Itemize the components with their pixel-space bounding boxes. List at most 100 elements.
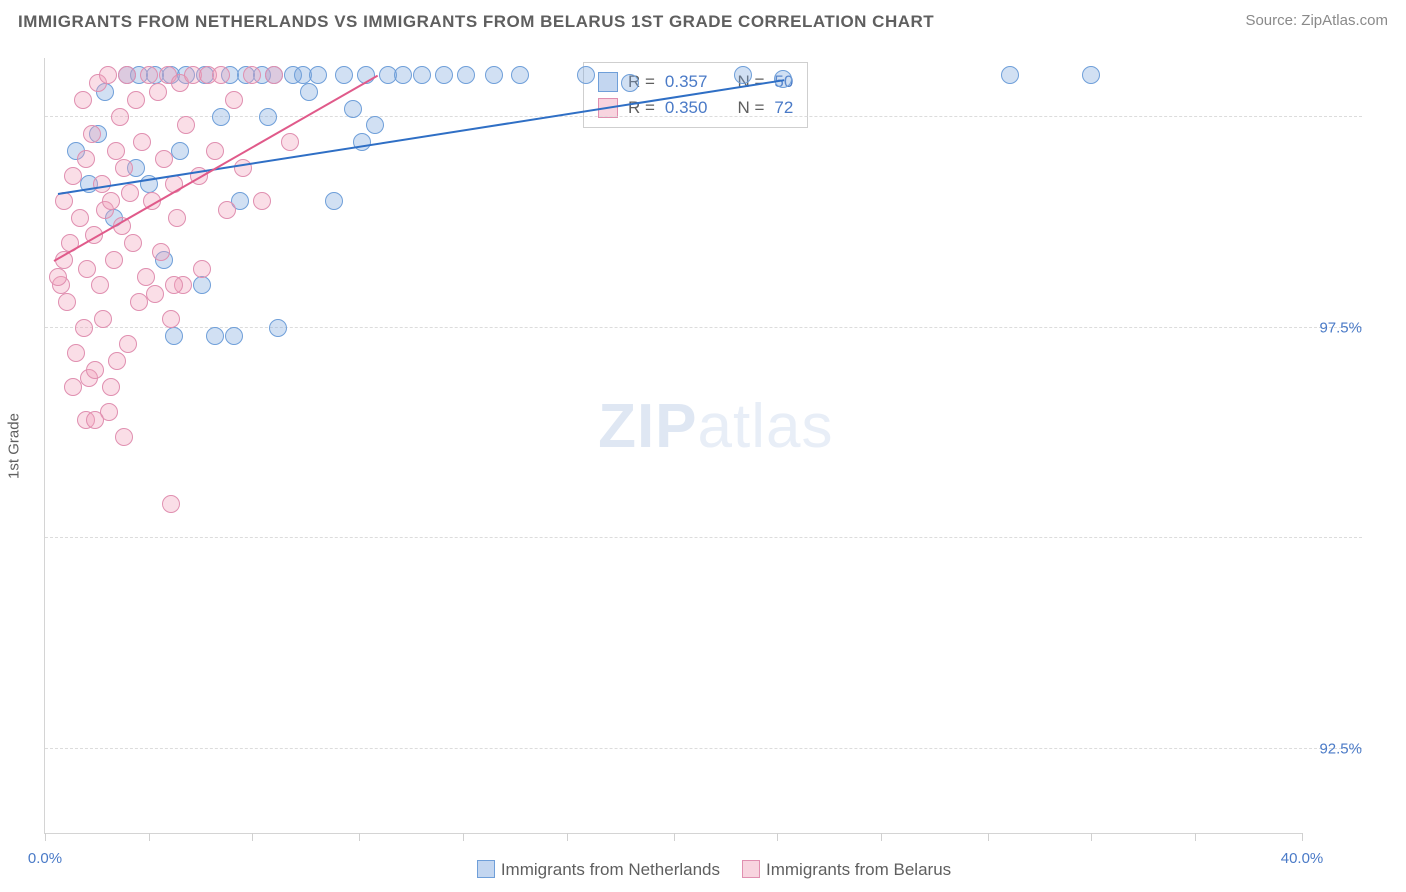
data-point (485, 66, 503, 84)
plot-area: ZIPatlas R =0.357N =50R =0.350N =72 92.5… (44, 58, 1302, 834)
watermark-light: atlas (698, 392, 834, 461)
x-tick (463, 833, 464, 841)
data-point (457, 66, 475, 84)
data-point (193, 276, 211, 294)
legend-swatch (742, 860, 760, 878)
data-point (83, 125, 101, 143)
data-point (108, 352, 126, 370)
data-point (212, 66, 230, 84)
x-tick (1195, 833, 1196, 841)
data-point (58, 293, 76, 311)
series-legend: Immigrants from Netherlands Immigrants fr… (0, 860, 1406, 880)
data-point (259, 108, 277, 126)
data-point (94, 310, 112, 328)
data-point (78, 260, 96, 278)
data-point (119, 335, 137, 353)
data-point (577, 66, 595, 84)
data-point (146, 285, 164, 303)
data-point (140, 66, 158, 84)
data-point (118, 66, 136, 84)
plot-wrapper: ZIPatlas R =0.357N =50R =0.350N =72 92.5… (44, 58, 1362, 834)
data-point (137, 268, 155, 286)
data-point (1001, 66, 1019, 84)
data-point (212, 108, 230, 126)
n-value: 72 (774, 98, 793, 118)
data-point (107, 142, 125, 160)
data-point (162, 310, 180, 328)
gridline (45, 116, 1362, 117)
data-point (225, 327, 243, 345)
gridline (45, 537, 1362, 538)
watermark-bold: ZIP (598, 392, 697, 461)
data-point (335, 66, 353, 84)
n-label: N = (737, 98, 764, 118)
data-point (413, 66, 431, 84)
data-point (394, 66, 412, 84)
data-point (171, 142, 189, 160)
data-point (121, 184, 139, 202)
x-tick (674, 833, 675, 841)
data-point (49, 268, 67, 286)
data-point (86, 411, 104, 429)
data-point (269, 319, 287, 337)
data-point (75, 319, 93, 337)
data-point (111, 108, 129, 126)
data-point (300, 83, 318, 101)
legend-label: Immigrants from Belarus (766, 860, 951, 879)
data-point (206, 327, 224, 345)
x-tick (1091, 833, 1092, 841)
data-point (165, 276, 183, 294)
x-tick (1302, 833, 1303, 841)
data-point (309, 66, 327, 84)
gridline (45, 748, 1362, 749)
x-tick (567, 833, 568, 841)
data-point (152, 243, 170, 261)
data-point (64, 167, 82, 185)
data-point (91, 276, 109, 294)
trend-line (57, 79, 784, 195)
y-axis-label: 1st Grade (6, 413, 23, 479)
data-point (99, 66, 117, 84)
legend-row: R =0.350N =72 (598, 95, 793, 121)
data-point (77, 150, 95, 168)
r-value: 0.350 (665, 98, 708, 118)
data-point (149, 83, 167, 101)
data-point (105, 251, 123, 269)
data-point (133, 133, 151, 151)
data-point (193, 260, 211, 278)
data-point (168, 209, 186, 227)
chart-title: IMMIGRANTS FROM NETHERLANDS VS IMMIGRANT… (18, 12, 934, 31)
data-point (366, 116, 384, 134)
x-tick (45, 833, 46, 841)
x-tick (777, 833, 778, 841)
x-tick (359, 833, 360, 841)
data-point (102, 378, 120, 396)
data-point (102, 192, 120, 210)
y-tick-label: 97.5% (1307, 319, 1362, 336)
data-point (165, 327, 183, 345)
data-point (621, 74, 639, 92)
data-point (265, 66, 283, 84)
data-point (155, 150, 173, 168)
data-point (177, 116, 195, 134)
watermark: ZIPatlas (598, 391, 833, 462)
x-tick (881, 833, 882, 841)
data-point (115, 428, 133, 446)
data-point (511, 66, 529, 84)
data-point (162, 495, 180, 513)
data-point (1082, 66, 1100, 84)
data-point (435, 66, 453, 84)
data-point (115, 159, 133, 177)
data-point (206, 142, 224, 160)
data-point (67, 344, 85, 362)
data-point (225, 91, 243, 109)
x-tick (988, 833, 989, 841)
data-point (281, 133, 299, 151)
x-tick (149, 833, 150, 841)
data-point (253, 192, 271, 210)
data-point (325, 192, 343, 210)
legend-swatch (598, 72, 618, 92)
data-point (218, 201, 236, 219)
data-point (124, 234, 142, 252)
legend-label: Immigrants from Netherlands (501, 860, 720, 879)
